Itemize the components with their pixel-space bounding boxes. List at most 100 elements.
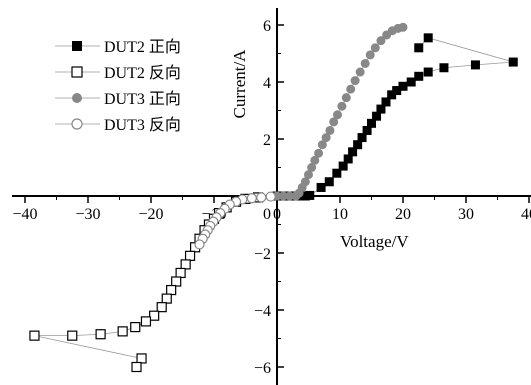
legend-item: DUT2 正向	[55, 38, 181, 56]
data-point	[367, 118, 376, 128]
data-point	[392, 86, 402, 96]
data-point	[346, 84, 356, 94]
y-axis-label: Current/A	[230, 49, 249, 119]
y-tick-label: 4	[263, 75, 271, 92]
data-point	[156, 302, 167, 313]
data-point	[341, 93, 351, 103]
data-point	[304, 170, 313, 180]
data-point	[95, 329, 106, 340]
data-point	[406, 77, 416, 87]
data-point	[136, 353, 147, 364]
data-point	[370, 43, 380, 53]
x-tick-label: 40	[521, 206, 531, 223]
x-tick-label: 20	[395, 206, 411, 223]
legend-label: DUT3 反向	[104, 116, 181, 134]
data-point	[470, 60, 480, 70]
x-tick-label: −40	[12, 206, 37, 223]
x-tick-label: −20	[138, 206, 163, 223]
data-point	[324, 177, 334, 187]
x-tick-label: 0	[273, 206, 281, 223]
y-tick-label: 2	[263, 132, 271, 149]
data-point	[387, 90, 397, 100]
legend-marker	[72, 41, 82, 51]
data-point	[305, 190, 315, 200]
data-point	[194, 239, 205, 250]
data-point	[332, 110, 342, 120]
data-point	[376, 36, 386, 46]
data-point	[67, 330, 78, 341]
x-tick-label: −30	[75, 206, 100, 223]
data-point	[317, 140, 327, 150]
data-point	[171, 276, 182, 287]
legend-item: DUT3 正向	[55, 90, 181, 108]
data-point	[256, 192, 267, 203]
data-point	[353, 140, 363, 150]
y-tick-label: −4	[254, 303, 271, 320]
data-point	[343, 154, 353, 164]
x-tick-label: 10	[332, 206, 348, 223]
series-3	[272, 22, 408, 201]
data-point	[337, 101, 347, 111]
data-point	[300, 177, 310, 187]
legend-item: DUT2 反向	[55, 64, 181, 82]
y-tick-label: −6	[254, 360, 271, 377]
data-point	[140, 316, 152, 327]
legend-item: DUT3 反向	[55, 116, 181, 134]
data-point	[398, 81, 408, 91]
data-point	[161, 293, 172, 304]
legend-label: DUT2 反向	[104, 64, 181, 82]
data-point	[166, 284, 177, 296]
legend-marker	[71, 66, 83, 78]
data-point	[285, 191, 295, 201]
data-point	[348, 147, 358, 157]
origin-tick-label: 0	[263, 206, 271, 223]
x-axis-label: Voltage/V	[340, 232, 409, 251]
data-point	[131, 361, 142, 373]
series-4	[194, 191, 276, 250]
data-point	[310, 155, 320, 165]
data-point	[329, 117, 339, 127]
data-point	[355, 67, 365, 77]
data-point	[350, 76, 360, 86]
legend-marker	[71, 118, 83, 130]
legend-marker	[72, 93, 82, 103]
y-tick-label: −2	[254, 246, 271, 263]
series-layer	[29, 22, 518, 373]
legend-label: DUT2 正向	[104, 38, 181, 56]
x-tick-label: 30	[458, 206, 474, 223]
data-point	[117, 326, 128, 337]
data-point	[372, 111, 382, 121]
y-tick-label: 6	[263, 18, 271, 35]
data-point	[338, 161, 348, 171]
data-point	[246, 193, 257, 204]
data-point	[414, 43, 424, 53]
data-point	[362, 125, 372, 135]
data-point	[278, 191, 288, 201]
data-point	[423, 67, 433, 77]
data-point	[180, 259, 191, 270]
data-point	[332, 168, 342, 178]
data-point	[265, 191, 276, 202]
data-point	[314, 148, 324, 158]
data-point	[175, 267, 186, 279]
data-point	[376, 104, 386, 114]
data-point	[357, 133, 367, 143]
data-point	[321, 133, 331, 143]
data-point	[508, 57, 518, 67]
data-point	[29, 330, 40, 341]
data-point	[325, 125, 335, 135]
data-point	[365, 50, 375, 60]
data-point	[414, 71, 424, 81]
legend: DUT2 正向 DUT2 反向 DUT3 正向 DUT3 反向	[55, 38, 181, 134]
data-point	[439, 63, 449, 73]
data-point	[381, 97, 391, 107]
legend-label: DUT3 正向	[104, 90, 181, 108]
data-point	[307, 163, 317, 172]
data-point	[316, 182, 326, 192]
data-point	[423, 33, 433, 43]
data-point	[184, 250, 196, 261]
data-point	[130, 322, 141, 333]
data-point	[360, 58, 370, 68]
